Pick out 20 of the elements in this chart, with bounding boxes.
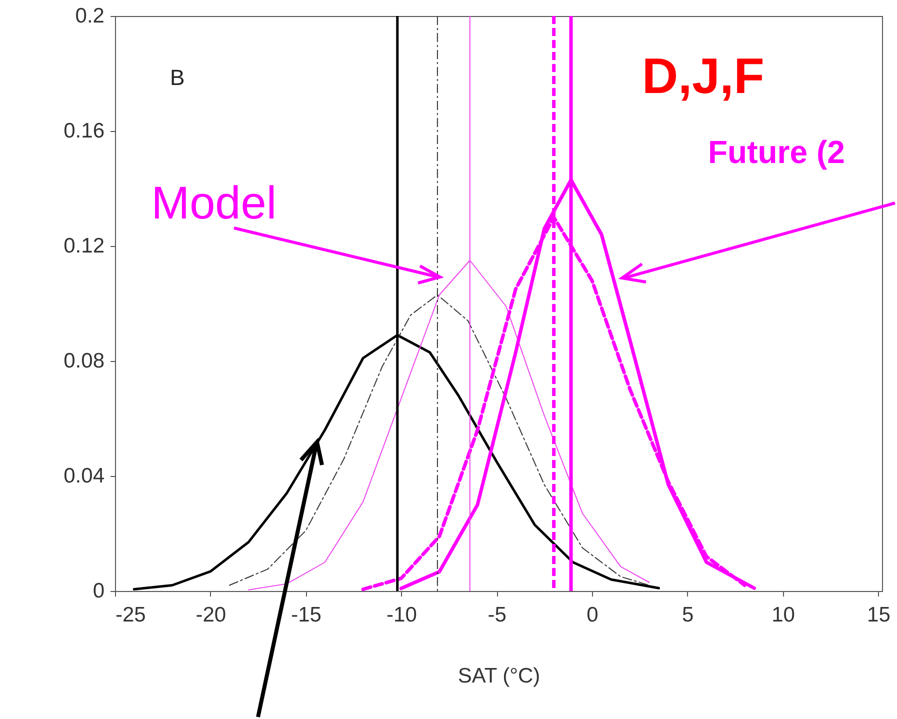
- annotation: Future (2: [708, 134, 845, 170]
- x-tick-label: -25: [116, 604, 146, 626]
- y-tick-label: 0.04: [64, 464, 105, 488]
- x-tick-label: -20: [196, 604, 226, 626]
- x-tick-label: 15: [867, 604, 890, 626]
- x-tick-label: 0: [586, 604, 598, 626]
- x-tick-label: -15: [291, 604, 322, 626]
- y-tick-label: 0.16: [64, 120, 104, 142]
- x-tick-label: -10: [386, 604, 417, 626]
- annotation: Model: [151, 176, 277, 229]
- x-tick-label: 5: [682, 604, 694, 626]
- annotation: B: [170, 65, 185, 90]
- y-tick-label: 0.12: [64, 234, 104, 258]
- y-tick-label: 0.2: [75, 4, 104, 28]
- x-tick-label: -5: [488, 604, 506, 626]
- x-tick-label: 10: [772, 604, 795, 626]
- y-tick-label: 0.08: [64, 350, 104, 372]
- y-tick-label: 0: [92, 580, 104, 602]
- annotation: D,J,F: [642, 48, 764, 104]
- x-axis-title: SAT (°C): [458, 664, 540, 688]
